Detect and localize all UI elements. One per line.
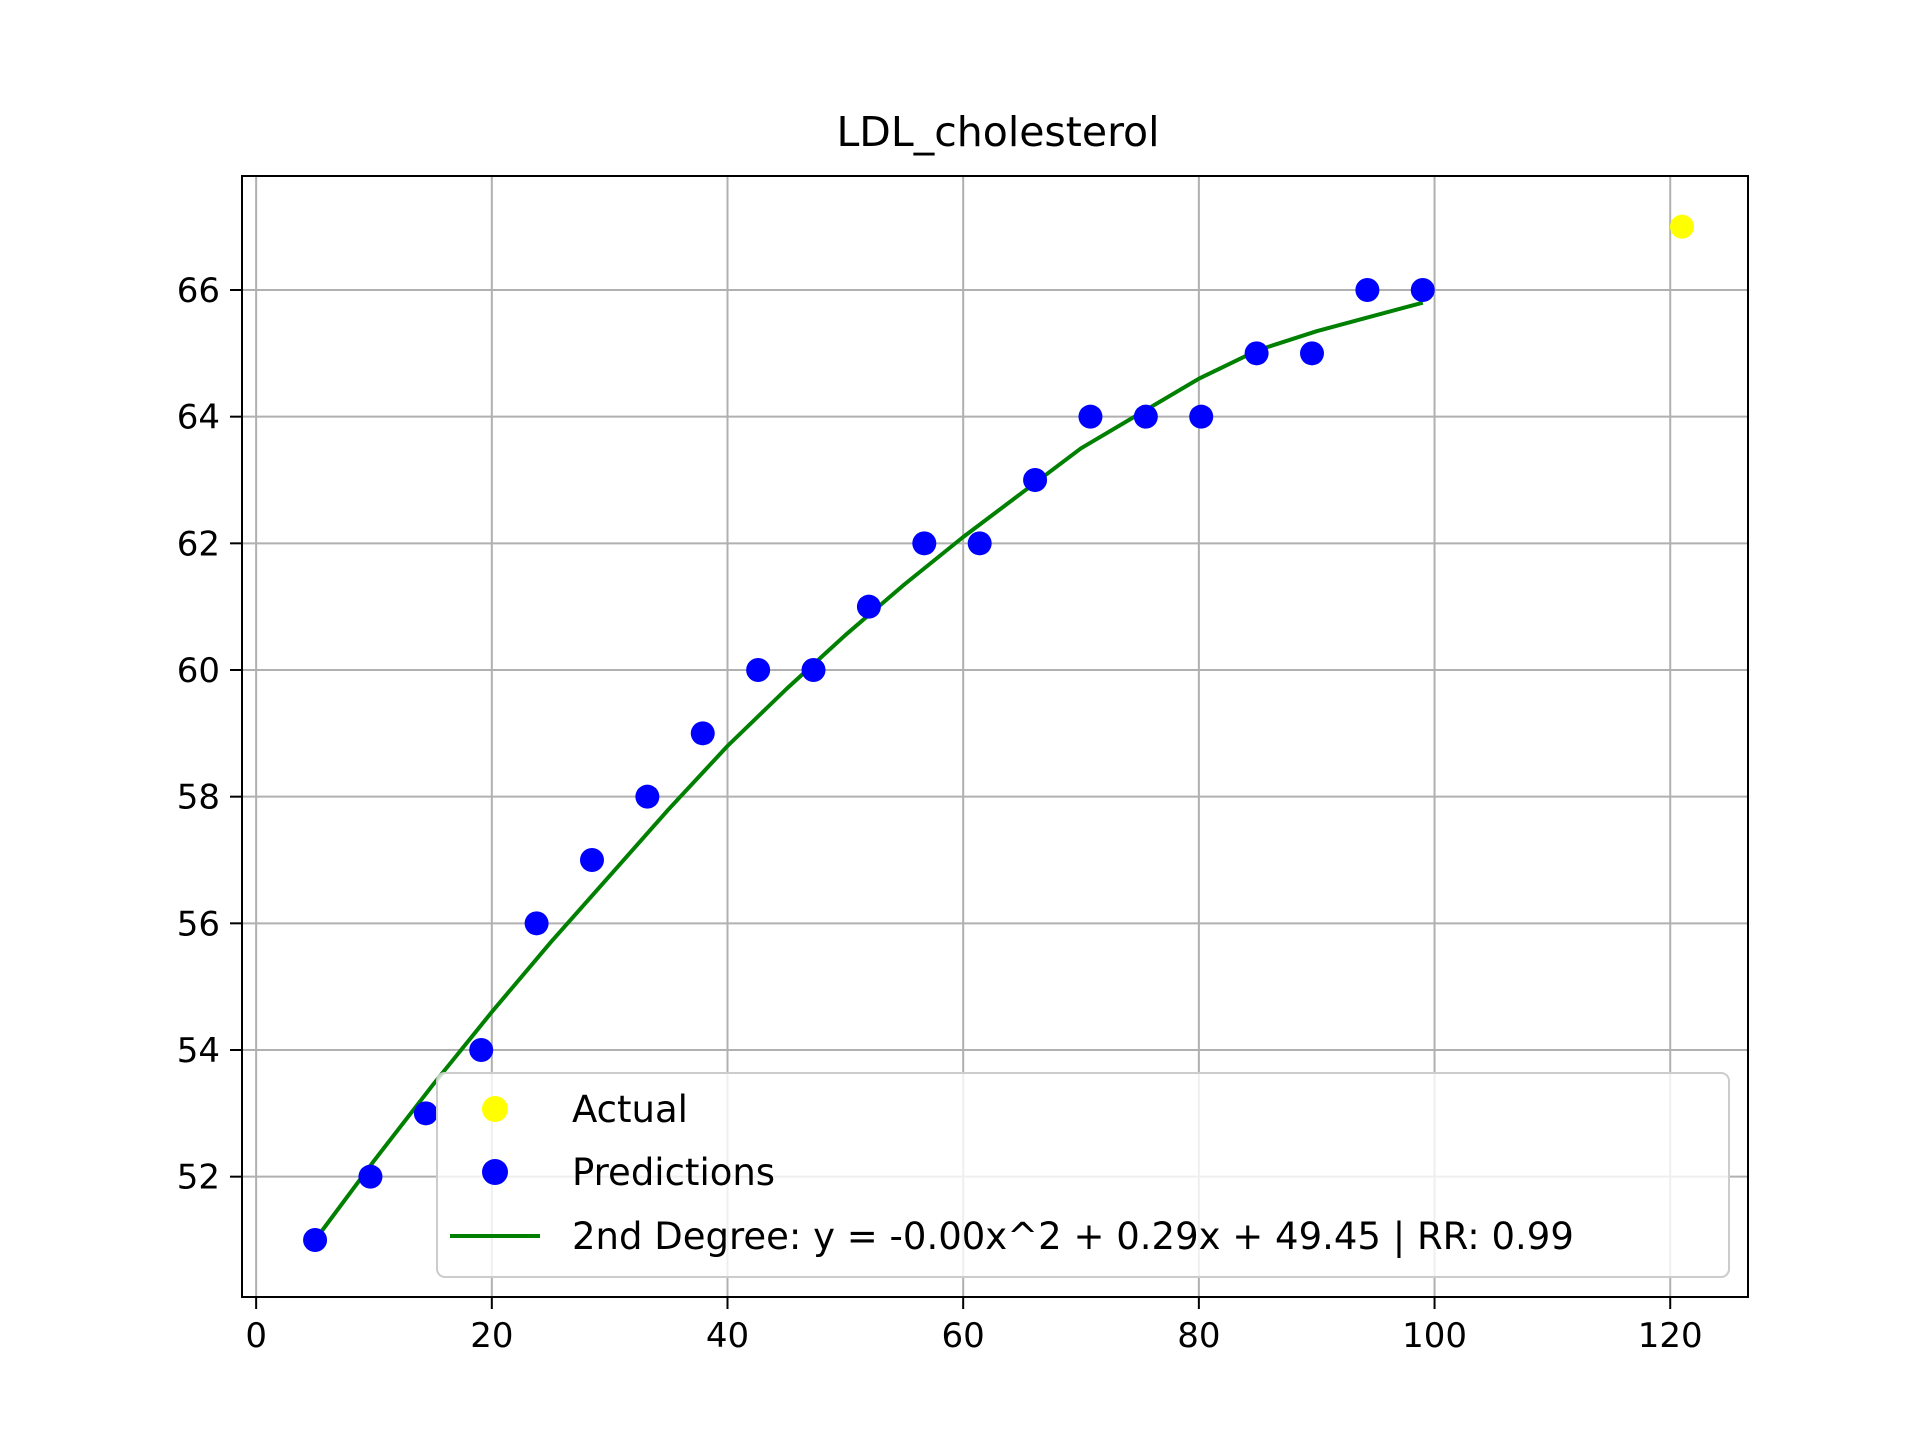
legend: Actual Predictions 2nd Degree: y = -0.00x^… xyxy=(436,1072,1730,1278)
y-tick-label: 64 xyxy=(177,398,220,438)
prediction-point xyxy=(524,911,549,936)
y-tick-label: 62 xyxy=(177,524,220,564)
prediction-point xyxy=(1410,278,1435,302)
axes: 0 20 40 60 80 100 120 52 54 56 58 60 62 64 66 xyxy=(177,175,1749,1356)
legend-box xyxy=(436,1072,1730,1278)
chart-title: LDL_cholesterol xyxy=(836,108,1159,156)
prediction-point xyxy=(358,1164,383,1189)
plot-area xyxy=(303,214,1695,1252)
x-tick-label: 20 xyxy=(470,1316,513,1356)
y-tick-label: 56 xyxy=(177,904,220,944)
prediction-point xyxy=(1078,404,1103,429)
prediction-point xyxy=(967,531,992,556)
axes-frame xyxy=(241,175,1749,1298)
prediction-point xyxy=(579,848,604,872)
prediction-point xyxy=(1189,404,1214,429)
x-tick-label: 0 xyxy=(245,1316,267,1356)
x-tick-label: 80 xyxy=(1177,1316,1220,1356)
actual-point xyxy=(1670,214,1695,239)
y-tick-label: 54 xyxy=(177,1031,220,1071)
y-tick-label: 66 xyxy=(177,271,220,311)
prediction-point xyxy=(912,531,937,556)
x-tick-label: 100 xyxy=(1402,1316,1467,1356)
prediction-point xyxy=(635,784,660,809)
prediction-point xyxy=(1299,341,1324,366)
prediction-point xyxy=(801,658,826,682)
x-tick-label: 120 xyxy=(1638,1316,1703,1356)
y-tick-label: 58 xyxy=(177,778,220,818)
legend-label: Actual xyxy=(572,1088,688,1131)
legend-label: 2nd Degree: y = -0.00x^2 + 0.29x + 49.45… xyxy=(572,1215,1574,1258)
x-tick-label: 40 xyxy=(706,1316,749,1356)
prediction-point xyxy=(469,1038,494,1062)
prediction-point xyxy=(746,658,771,682)
prediction-point xyxy=(1133,404,1158,429)
prediction-point xyxy=(1355,278,1380,302)
prediction-point xyxy=(690,721,715,746)
legend-marker-actual xyxy=(482,1096,508,1122)
prediction-point xyxy=(1244,341,1269,366)
y-tick-label: 52 xyxy=(177,1158,220,1198)
prediction-point xyxy=(413,1101,438,1126)
prediction-point xyxy=(856,594,881,619)
y-tick-label: 60 xyxy=(177,651,220,691)
legend-label: Predictions xyxy=(572,1151,775,1194)
x-tick-label: 60 xyxy=(942,1316,985,1356)
prediction-point xyxy=(1023,468,1048,492)
prediction-point xyxy=(303,1228,328,1252)
legend-marker-predictions xyxy=(482,1159,508,1185)
